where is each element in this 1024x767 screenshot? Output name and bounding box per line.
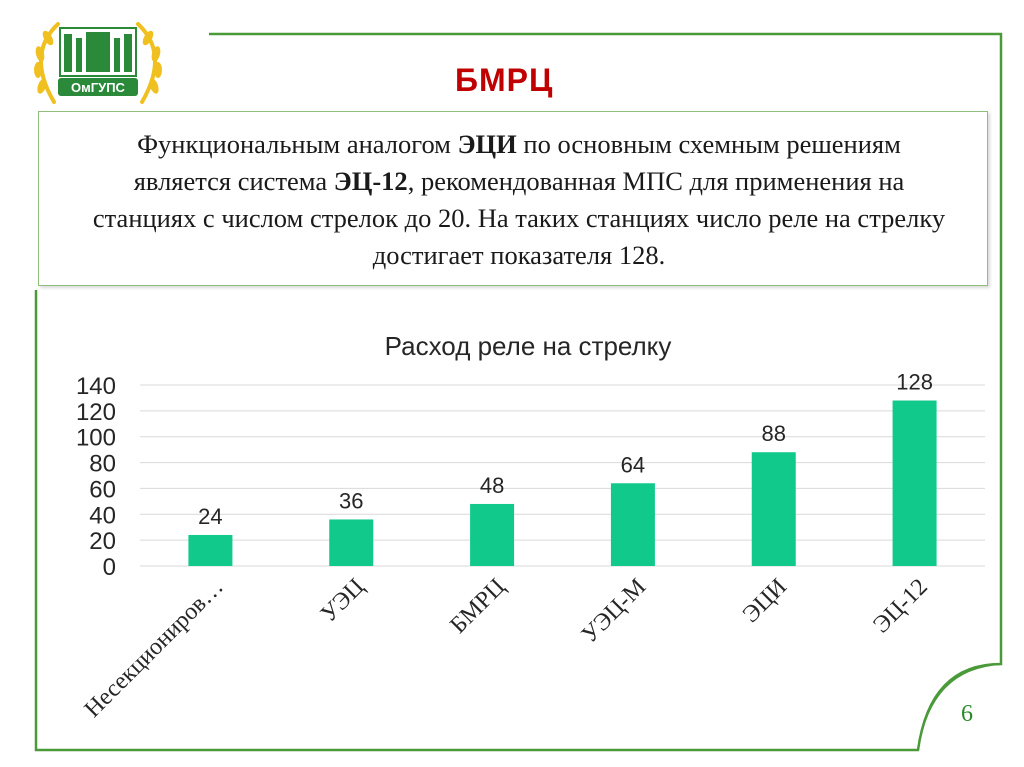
bar (329, 519, 374, 566)
data-label: 36 (339, 488, 363, 513)
y-tick-label: 120 (76, 399, 116, 426)
y-tick-label: 0 (103, 554, 116, 581)
page-number: 6 (961, 701, 973, 727)
data-label: 88 (762, 421, 786, 446)
x-tick-label: ЭЦ-12 (868, 574, 932, 638)
bar (751, 452, 796, 566)
x-axis-ticks: Несекциониров… УЭЦ БМРЦ УЭЦ-М ЭЦИ ЭЦ-12 (80, 574, 933, 723)
text-bold: ЭЦ-12 (333, 166, 408, 196)
x-tick-label: УЭЦ-М (577, 574, 651, 648)
y-tick-label: 140 (76, 373, 116, 400)
chart-bars (188, 400, 937, 566)
data-label: 48 (480, 473, 504, 498)
data-labels: 24 36 48 64 88 128 (198, 370, 933, 529)
description-text: Функциональным аналогом ЭЦИ по основным … (89, 126, 949, 274)
text-part: , рекомендованная МПС для применения на … (92, 166, 946, 270)
description-box: Функциональным аналогом ЭЦИ по основным … (38, 111, 988, 286)
data-label: 64 (621, 452, 645, 477)
text-part: Функциональным аналогом (137, 129, 458, 159)
slide-title: БМРЦ (455, 62, 554, 98)
chart-title: Расход реле на стрелку (385, 331, 672, 361)
y-tick-label: 100 (76, 425, 116, 452)
y-tick-label: 20 (89, 528, 116, 555)
bar (610, 483, 655, 566)
university-logo: ОмГУПС (34, 22, 162, 104)
bar (188, 534, 233, 566)
bar (892, 400, 937, 566)
data-label: 24 (198, 504, 222, 529)
x-tick-label: ЭЦИ (738, 574, 792, 628)
x-tick-label: УЭЦ (316, 574, 370, 628)
x-tick-label: Несекциониров… (80, 574, 229, 723)
x-tick-label: БМРЦ (445, 574, 510, 639)
y-tick-label: 60 (89, 476, 116, 503)
logo-text: ОмГУПС (71, 80, 126, 95)
text-bold: ЭЦИ (457, 129, 517, 159)
y-tick-label: 80 (89, 451, 116, 478)
text-part: по основным схемным решениям является си… (133, 129, 901, 196)
chart-gridlines (140, 384, 985, 567)
bar (470, 503, 515, 566)
data-label: 128 (896, 370, 933, 395)
y-tick-label: 40 (89, 502, 116, 529)
